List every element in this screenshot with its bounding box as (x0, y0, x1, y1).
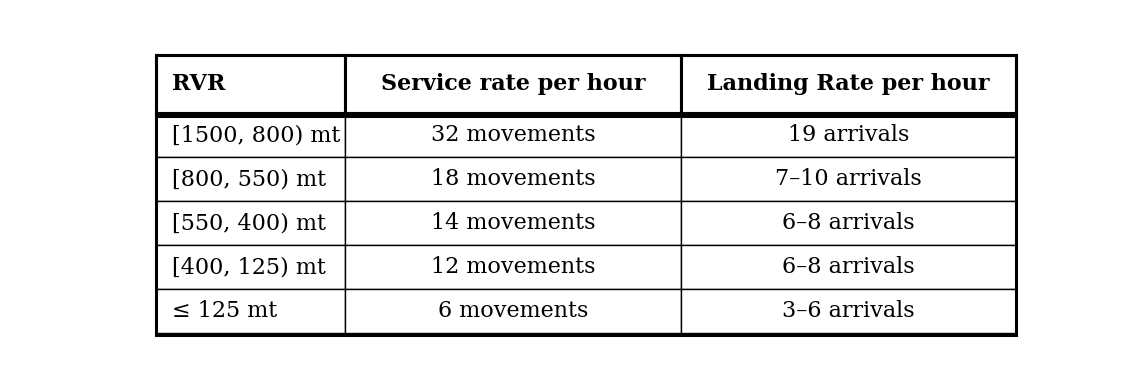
Bar (157, 55, 345, 113)
Bar (681, 289, 1016, 333)
Bar (157, 245, 345, 289)
Text: Landing Rate per hour: Landing Rate per hour (707, 73, 990, 95)
Text: [1500, 800) mt: [1500, 800) mt (173, 124, 341, 146)
Bar (157, 201, 345, 245)
Bar (345, 55, 681, 113)
Bar (345, 157, 681, 201)
Text: 14 movements: 14 movements (431, 212, 595, 234)
Text: 6 movements: 6 movements (438, 300, 588, 322)
Bar (681, 245, 1016, 289)
Bar (345, 245, 681, 289)
Text: 32 movements: 32 movements (431, 124, 596, 146)
Text: ≤ 125 mt: ≤ 125 mt (173, 300, 278, 322)
Text: 18 movements: 18 movements (431, 168, 596, 190)
Text: 12 movements: 12 movements (431, 256, 595, 278)
Text: 3–6 arrivals: 3–6 arrivals (782, 300, 915, 322)
Bar (345, 201, 681, 245)
Bar (157, 289, 345, 333)
Text: Service rate per hour: Service rate per hour (381, 73, 645, 95)
Text: 6–8 arrivals: 6–8 arrivals (782, 212, 915, 234)
Bar (157, 113, 345, 157)
Bar (345, 289, 681, 333)
Text: 7–10 arrivals: 7–10 arrivals (776, 168, 922, 190)
Bar (157, 157, 345, 201)
Bar (345, 113, 681, 157)
Bar (157, 113, 1016, 115)
Text: RVR: RVR (173, 73, 225, 95)
Bar (681, 201, 1016, 245)
Text: [800, 550) mt: [800, 550) mt (173, 168, 326, 190)
Text: [550, 400) mt: [550, 400) mt (173, 212, 326, 234)
Bar (681, 157, 1016, 201)
Text: 6–8 arrivals: 6–8 arrivals (782, 256, 915, 278)
Text: 19 arrivals: 19 arrivals (788, 124, 909, 146)
Bar (681, 113, 1016, 157)
Bar (681, 55, 1016, 113)
Text: [400, 125) mt: [400, 125) mt (173, 256, 326, 278)
